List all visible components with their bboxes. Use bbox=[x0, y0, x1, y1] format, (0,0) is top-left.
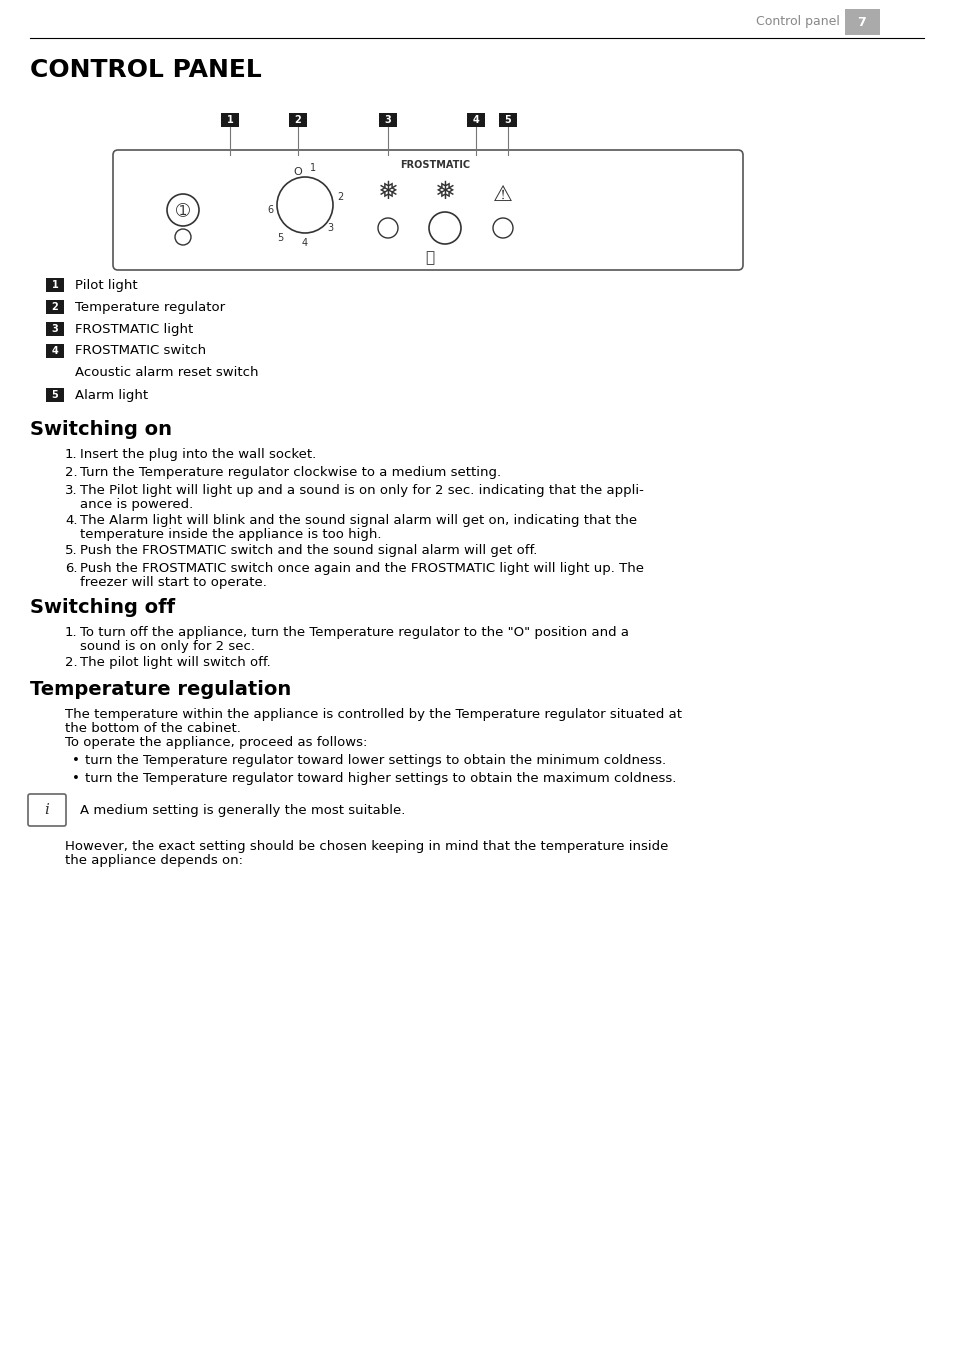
Text: sound is on only for 2 sec.: sound is on only for 2 sec. bbox=[80, 640, 254, 653]
FancyBboxPatch shape bbox=[28, 793, 66, 826]
Text: Pilot light: Pilot light bbox=[75, 279, 137, 291]
Text: 2: 2 bbox=[51, 302, 58, 311]
Text: Switching on: Switching on bbox=[30, 420, 172, 439]
Text: 3.: 3. bbox=[65, 483, 77, 497]
Text: 3: 3 bbox=[384, 115, 391, 125]
Text: 5.: 5. bbox=[65, 544, 77, 556]
Text: 4: 4 bbox=[301, 238, 308, 248]
Text: ❅: ❅ bbox=[377, 180, 398, 204]
Text: 5: 5 bbox=[504, 115, 511, 125]
Text: ance is powered.: ance is powered. bbox=[80, 498, 193, 510]
Text: 1: 1 bbox=[310, 162, 315, 173]
Text: However, the exact setting should be chosen keeping in mind that the temperature: However, the exact setting should be cho… bbox=[65, 839, 668, 853]
Text: The Alarm light will blink and the sound signal alarm will get on, indicating th: The Alarm light will blink and the sound… bbox=[80, 515, 637, 527]
Text: 2.: 2. bbox=[65, 466, 77, 479]
Text: Alarm light: Alarm light bbox=[75, 389, 148, 402]
Text: Temperature regulation: Temperature regulation bbox=[30, 680, 291, 699]
Text: Temperature regulator: Temperature regulator bbox=[75, 301, 225, 314]
Text: 1: 1 bbox=[227, 115, 233, 125]
FancyBboxPatch shape bbox=[112, 150, 742, 269]
Text: ❅: ❅ bbox=[434, 180, 455, 204]
FancyBboxPatch shape bbox=[378, 112, 396, 127]
FancyBboxPatch shape bbox=[498, 112, 517, 127]
Text: 6.: 6. bbox=[65, 562, 77, 575]
Text: the bottom of the cabinet.: the bottom of the cabinet. bbox=[65, 722, 240, 735]
Text: Control panel: Control panel bbox=[756, 15, 840, 28]
Text: turn the Temperature regulator toward higher settings to obtain the maximum cold: turn the Temperature regulator toward hi… bbox=[85, 772, 676, 785]
Text: Push the FROSTMATIC switch once again and the FROSTMATIC light will light up. Th: Push the FROSTMATIC switch once again an… bbox=[80, 562, 643, 575]
Text: The pilot light will switch off.: The pilot light will switch off. bbox=[80, 655, 271, 669]
Text: ➀: ➀ bbox=[176, 200, 190, 219]
Text: 4: 4 bbox=[472, 115, 478, 125]
Text: CONTROL PANEL: CONTROL PANEL bbox=[30, 58, 261, 83]
Text: freezer will start to operate.: freezer will start to operate. bbox=[80, 575, 267, 589]
Text: FROSTMATIC light: FROSTMATIC light bbox=[75, 322, 193, 336]
Text: FROSTMATIC switch: FROSTMATIC switch bbox=[75, 344, 206, 357]
Text: 3: 3 bbox=[327, 223, 333, 233]
Text: turn the Temperature regulator toward lower settings to obtain the minimum coldn: turn the Temperature regulator toward lo… bbox=[85, 754, 665, 766]
Text: i: i bbox=[45, 803, 50, 816]
Text: 4.: 4. bbox=[65, 515, 77, 527]
FancyBboxPatch shape bbox=[289, 112, 307, 127]
Text: 1.: 1. bbox=[65, 626, 77, 639]
Text: The Pilot light will light up and a sound is on only for 2 sec. indicating that : The Pilot light will light up and a soun… bbox=[80, 483, 643, 497]
Text: 3: 3 bbox=[51, 324, 58, 334]
Text: 1.: 1. bbox=[65, 448, 77, 460]
Text: FROSTMATIC: FROSTMATIC bbox=[399, 160, 470, 171]
FancyBboxPatch shape bbox=[221, 112, 239, 127]
Text: 2: 2 bbox=[336, 192, 343, 202]
Text: Switching off: Switching off bbox=[30, 598, 175, 617]
Text: temperature inside the appliance is too high.: temperature inside the appliance is too … bbox=[80, 528, 381, 542]
Text: 4: 4 bbox=[51, 347, 58, 356]
Text: •: • bbox=[71, 754, 80, 766]
Text: 🔕: 🔕 bbox=[425, 250, 435, 265]
Text: the appliance depends on:: the appliance depends on: bbox=[65, 854, 243, 867]
Text: The temperature within the appliance is controlled by the Temperature regulator : The temperature within the appliance is … bbox=[65, 708, 681, 720]
FancyBboxPatch shape bbox=[46, 278, 64, 292]
FancyBboxPatch shape bbox=[46, 301, 64, 314]
Text: Acoustic alarm reset switch: Acoustic alarm reset switch bbox=[75, 367, 258, 379]
FancyBboxPatch shape bbox=[844, 9, 879, 35]
Text: A medium setting is generally the most suitable.: A medium setting is generally the most s… bbox=[80, 804, 405, 816]
Text: To turn off the appliance, turn the Temperature regulator to the "O" position an: To turn off the appliance, turn the Temp… bbox=[80, 626, 628, 639]
Text: ⚠: ⚠ bbox=[493, 185, 513, 204]
Text: 2.: 2. bbox=[65, 655, 77, 669]
Text: Turn the Temperature regulator clockwise to a medium setting.: Turn the Temperature regulator clockwise… bbox=[80, 466, 500, 479]
Text: Insert the plug into the wall socket.: Insert the plug into the wall socket. bbox=[80, 448, 315, 460]
Text: To operate the appliance, proceed as follows:: To operate the appliance, proceed as fol… bbox=[65, 737, 367, 749]
FancyBboxPatch shape bbox=[467, 112, 484, 127]
Text: 7: 7 bbox=[857, 15, 865, 28]
Text: 2: 2 bbox=[294, 115, 301, 125]
FancyBboxPatch shape bbox=[46, 344, 64, 357]
Text: 5: 5 bbox=[51, 390, 58, 399]
Text: 1: 1 bbox=[51, 280, 58, 290]
Text: Push the FROSTMATIC switch and the sound signal alarm will get off.: Push the FROSTMATIC switch and the sound… bbox=[80, 544, 537, 556]
Text: 6: 6 bbox=[267, 204, 273, 215]
Text: •: • bbox=[71, 772, 80, 785]
FancyBboxPatch shape bbox=[46, 322, 64, 336]
Text: 5: 5 bbox=[276, 233, 283, 242]
FancyBboxPatch shape bbox=[46, 389, 64, 402]
Text: O: O bbox=[294, 167, 302, 177]
